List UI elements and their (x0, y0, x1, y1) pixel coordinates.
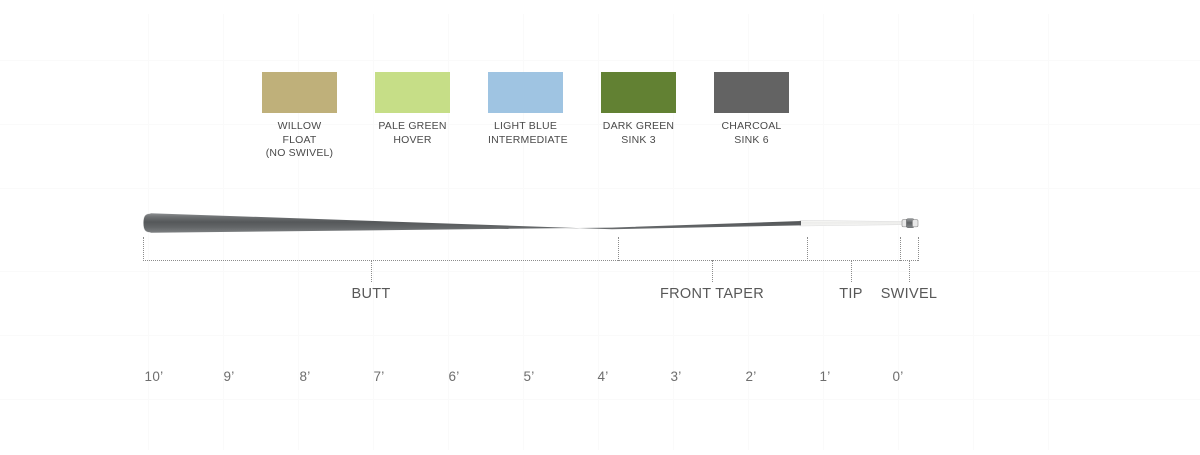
axis-tick-10: 10’ (144, 369, 164, 384)
tick-line-end (918, 237, 919, 261)
axis-tick-5: 5’ (523, 369, 535, 384)
segment-label-swivel: SWIVEL (880, 286, 938, 302)
legend-item-pale-green-hover[interactable]: PALE GREEN HOVER (375, 72, 450, 147)
leader-tip (851, 260, 852, 282)
legend-item-charcoal-sink-6[interactable]: CHARCOAL SINK 6 (714, 72, 789, 147)
swivel-ring-right (912, 219, 919, 228)
leader-swivel (909, 260, 910, 282)
segment-label-butt: BUTT (351, 286, 391, 302)
swatch-label-willow-float: WILLOW FLOAT (NO SWIVEL) (265, 120, 334, 159)
axis-tick-9: 9’ (223, 369, 235, 384)
bracket-rail (143, 260, 918, 261)
segment-label-tip: TIP (839, 286, 863, 302)
tick-swivel-start (900, 237, 901, 261)
line-body-section (143, 213, 801, 233)
swatch-chip-pale-green-hover (375, 72, 450, 113)
axis-tick-1: 1’ (819, 369, 831, 384)
leader-front-taper (712, 260, 713, 282)
legend-item-willow-float[interactable]: WILLOW FLOAT (NO SWIVEL) (262, 72, 337, 161)
axis-tick-7: 7’ (373, 369, 385, 384)
axis-tick-2: 2’ (745, 369, 757, 384)
swatch-label-charcoal-sink-6: CHARCOAL SINK 6 (721, 120, 782, 146)
swatch-chip-charcoal-sink-6 (714, 72, 789, 113)
swatch-label-light-blue-intermediate: LIGHT BLUE INTERMEDIATE (488, 120, 568, 146)
axis-tick-0: 0’ (892, 369, 904, 384)
tick-tip-start (807, 237, 808, 261)
swatch-chip-willow-float (262, 72, 337, 113)
swatch-label-pale-green-hover: PALE GREEN HOVER (378, 120, 447, 146)
tick-butt-start (143, 237, 144, 261)
leader-butt (371, 260, 372, 282)
axis-tick-3: 3’ (670, 369, 682, 384)
legend-item-dark-green-sink-3[interactable]: DARK GREEN SINK 3 (601, 72, 676, 147)
swatch-chip-light-blue-intermediate (488, 72, 563, 113)
segment-label-front-taper: FRONT TAPER (659, 286, 765, 302)
axis-tick-4: 4’ (597, 369, 609, 384)
swatch-chip-dark-green-sink-3 (601, 72, 676, 113)
swatch-label-dark-green-sink-3: DARK GREEN SINK 3 (602, 120, 675, 146)
line-butt-cap (142, 212, 151, 234)
color-legend: WILLOW FLOAT (NO SWIVEL) PALE GREEN HOVE… (0, 0, 1200, 170)
legend-item-light-blue-intermediate[interactable]: LIGHT BLUE INTERMEDIATE (488, 72, 568, 147)
tick-front-taper-start (618, 237, 619, 261)
axis-tick-6: 6’ (448, 369, 460, 384)
axis-tick-8: 8’ (299, 369, 311, 384)
